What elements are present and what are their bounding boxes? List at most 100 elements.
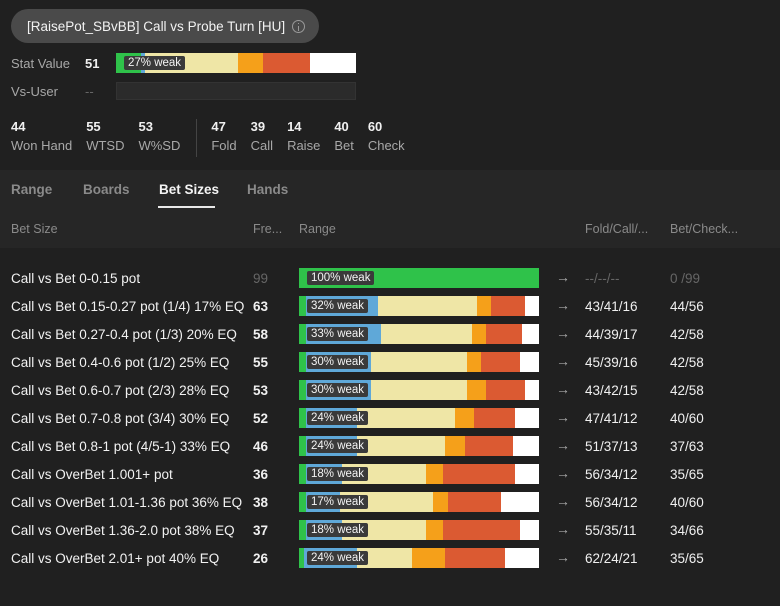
row-fold-call-raise: 43/41/16 [585,299,638,314]
tab-range[interactable]: Range [11,182,53,197]
arrow-right-icon[interactable]: → [556,409,570,425]
table-row[interactable]: Call vs Bet 0.27-0.4 pot (1/3) 20% EQ 58 3… [0,322,780,350]
row-bet-size-name: Call vs Bet 0-0.15 pot [11,271,141,286]
row-bet-size-name: Call vs Bet 0.7-0.8 pot (3/4) 30% EQ [11,411,230,426]
metric-won-hand: 44 Won Hand [11,119,72,157]
metric-call: 39 Call [251,119,273,157]
row-frequency: 26 [253,551,269,566]
table-row[interactable]: Call vs Bet 0.6-0.7 pot (2/3) 28% EQ 53 30… [0,378,780,406]
range-bar-segment [442,520,520,540]
row-frequency: 99 [253,271,269,286]
tab-hands[interactable]: Hands [247,182,289,197]
arrow-right-icon[interactable]: → [556,269,570,285]
row-bet-check: 40/60 [670,411,704,426]
stat-value-row: Stat Value 51 27% weak [11,53,356,73]
range-bar-segment [447,492,501,512]
range-bar-segment [519,352,539,372]
range-bar-segment [524,380,539,400]
metric-label: W%SD [138,138,181,153]
row-frequency: 37 [253,523,269,538]
metric-label: Bet [334,138,354,153]
stat-value-bar-label: 27% weak [124,56,186,70]
row-bet-size-name: Call vs Bet 0.4-0.6 pot (1/2) 25% EQ [11,355,230,370]
col-header-range[interactable]: Range [299,222,336,236]
col-header-bet-size[interactable]: Bet Size [11,222,58,236]
range-bar-segment [500,492,539,512]
table-row[interactable]: Call vs OverBet 2.01+ pot 40% EQ 26 24% we… [0,546,780,574]
col-header-frequency[interactable]: Fre... [253,222,283,236]
row-range-bar: 18% weak [299,464,539,484]
range-bar-segment [411,548,446,568]
row-fold-call-raise: 47/41/12 [585,411,638,426]
range-bar-segment [490,296,525,316]
stat-value-bar: 27% weak [116,53,356,73]
range-bar-segment [512,436,539,456]
tab-bar [0,170,780,248]
arrow-right-icon[interactable]: → [556,493,570,509]
metric-label: Fold [211,138,237,153]
table-row[interactable]: Call vs OverBet 1.01-1.36 pot 36% EQ 38 17… [0,490,780,518]
metric-label: Call [250,138,274,153]
tab-boards[interactable]: Boards [83,182,130,197]
arrow-right-icon[interactable]: → [556,521,570,537]
metric-value: 47 [211,119,226,134]
row-bet-size-name: Call vs OverBet 1.01-1.36 pot 36% EQ [11,495,243,510]
row-fold-call-raise: 44/39/17 [585,327,638,342]
stat-value-number: 51 [85,55,100,71]
table-row[interactable]: Call vs OverBet 1.001+ pot 36 18% weak → 56/… [0,462,780,490]
report-title-pill[interactable]: [RaisePot_SBvBB] Call vs Probe Turn [HU] [11,9,320,43]
range-bar-segment [370,352,467,372]
row-range-bar: 32% weak [299,296,539,316]
col-header-bet-check[interactable]: Bet/Check... [670,222,739,236]
stat-bar-segment [309,53,356,73]
active-tab-indicator [158,206,215,208]
range-bar-segment [454,408,475,428]
stat-bar-segment [238,53,264,73]
range-bar-segment [299,492,307,512]
row-range-bar-label: 30% weak [307,383,369,397]
arrow-right-icon[interactable]: → [556,465,570,481]
table-row[interactable]: Call vs Bet 0.4-0.6 pot (1/2) 25% EQ 55 30… [0,350,780,378]
range-bar-segment [464,436,513,456]
range-bar-segment [356,548,412,568]
metric-value: 40 [334,119,349,134]
range-bar-segment [433,492,448,512]
metric-value: 44 [11,119,26,134]
arrow-right-icon[interactable]: → [556,381,570,397]
metric-value: 55 [86,119,101,134]
row-fold-call-raise: --/--/-- [585,271,620,286]
arrow-right-icon[interactable]: → [556,353,570,369]
table-row[interactable]: Call vs Bet 0.8-1 pot (4/5-1) 33% EQ 46 24… [0,434,780,462]
metrics-summary: 44 Won Hand 55 WTSD 53 W%SD 47 Fold 39 Call 14 Rais… [11,119,419,157]
table-row[interactable]: Call vs Bet 0.15-0.27 pot (1/4) 17% EQ 63… [0,294,780,322]
range-bar-segment [356,436,446,456]
row-bet-check: 44/56 [670,299,704,314]
arrow-right-icon[interactable]: → [556,325,570,341]
row-bet-check: 0 /99 [670,271,701,286]
row-fold-call-raise: 56/34/12 [585,467,638,482]
vs-user-label: Vs-User [11,83,58,99]
metric-value: 60 [367,119,383,134]
row-bet-check: 37/63 [670,439,704,454]
info-icon[interactable] [292,19,306,33]
row-bet-size-name: Call vs OverBet 1.36-2.0 pot 38% EQ [11,523,235,538]
metric-fold: 47 Fold [211,119,236,157]
col-header-fold-call-raise[interactable]: Fold/Call/... [585,222,649,236]
table-row[interactable]: Call vs Bet 0-0.15 pot 99 100% weak → --/--/… [0,266,780,294]
table-row[interactable]: Call vs OverBet 1.36-2.0 pot 38% EQ 37 18%… [0,518,780,546]
arrow-right-icon[interactable]: → [556,549,570,565]
row-range-bar: 18% weak [299,520,539,540]
row-fold-call-raise: 45/39/16 [585,355,638,370]
vs-user-value: -- [85,83,94,99]
range-bar-segment [481,352,520,372]
arrow-right-icon[interactable]: → [556,437,570,453]
metric-check: 60 Check [368,119,405,157]
vs-user-row: Vs-User -- [11,82,356,100]
row-bet-size-name: Call vs OverBet 1.001+ pot [11,467,173,482]
row-fold-call-raise: 51/37/13 [585,439,638,454]
row-range-bar-label: 18% weak [307,467,369,481]
tab-bet-sizes[interactable]: Bet Sizes [159,182,220,197]
row-range-bar: 24% weak [299,436,539,456]
table-row[interactable]: Call vs Bet 0.7-0.8 pot (3/4) 30% EQ 52 24… [0,406,780,434]
arrow-right-icon[interactable]: → [556,297,570,313]
